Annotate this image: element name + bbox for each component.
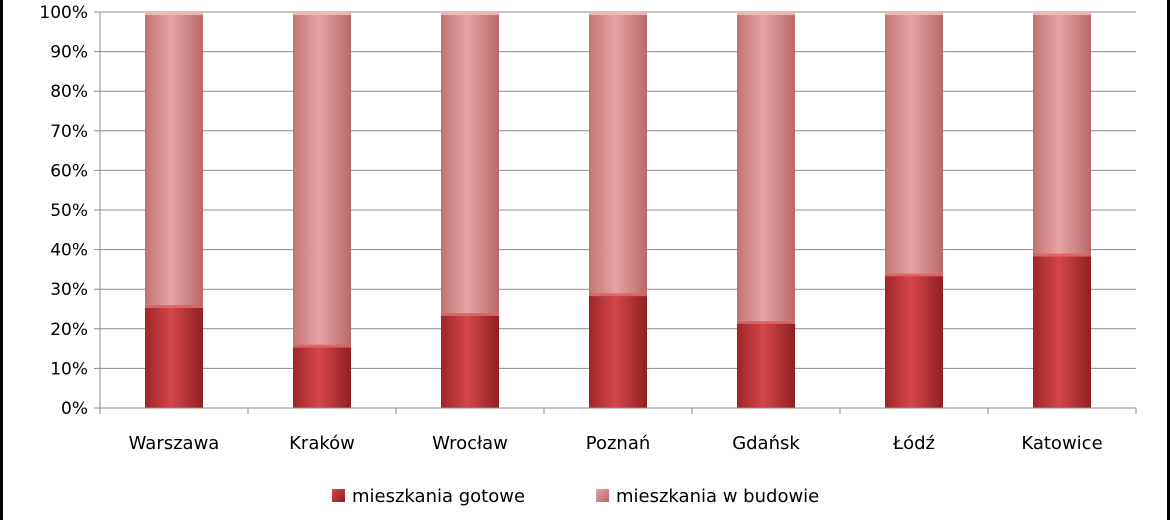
y-tick-label: 60% — [50, 161, 88, 181]
legend: mieszkania gotowe mieszkania w budowie — [332, 486, 819, 507]
bar-segment-gotowe — [885, 273, 943, 408]
bar-segment-gotowe — [145, 305, 203, 408]
bar-segment-edge — [1033, 12, 1091, 15]
bar-segment-gotowe — [441, 312, 499, 408]
bar-segment-edge — [589, 12, 647, 15]
bar-segment-edge — [145, 305, 203, 309]
y-tick-label: 100% — [39, 3, 88, 23]
legend-swatch — [596, 489, 609, 502]
bar-segment-edge — [589, 293, 647, 297]
bar-segment-edge — [293, 344, 351, 348]
x-category-label: Kraków — [289, 433, 355, 454]
bar-segment-w-budowie — [293, 12, 351, 345]
bar-segment-w-budowie — [441, 12, 499, 313]
legend-label: mieszkania w budowie — [616, 486, 819, 507]
y-tick-label: 50% — [50, 201, 88, 221]
bar-segment-edge — [293, 12, 351, 15]
y-tick-label: 40% — [50, 241, 88, 261]
bar-segment-edge — [737, 12, 795, 15]
bar-segment-w-budowie — [1033, 12, 1091, 254]
bar-segment-gotowe — [737, 320, 795, 408]
legend-label: mieszkania gotowe — [352, 486, 525, 507]
y-tick-label: 90% — [50, 43, 88, 63]
legend-swatch — [332, 489, 345, 502]
bar-segment-w-budowie — [737, 12, 795, 321]
bar-segment-edge — [145, 12, 203, 15]
bar-segment-edge — [441, 312, 499, 316]
bar-segment-gotowe — [293, 344, 351, 408]
bar-segment-w-budowie — [885, 12, 943, 274]
bar-segment-gotowe — [589, 293, 647, 408]
bar-segment-edge — [737, 320, 795, 324]
x-category-label: Łódź — [892, 433, 935, 454]
axes: 0% 10% 20% 30% 40% 50% 60% 70% 80% 90% 100% Warszaw… — [39, 3, 1137, 454]
y-tick-label: 0% — [61, 399, 88, 419]
x-category-label: Wrocław — [432, 433, 508, 454]
bar-segment-edge — [1033, 253, 1091, 257]
x-category-label: Katowice — [1021, 433, 1102, 454]
y-tick-label: 80% — [50, 82, 88, 102]
y-tick-label: 30% — [50, 280, 88, 300]
x-category-label: Poznań — [586, 433, 651, 454]
y-tick-label: 10% — [50, 359, 88, 379]
y-tick-label: 70% — [50, 122, 88, 142]
bars — [145, 12, 1091, 408]
bar-segment-edge — [441, 12, 499, 15]
chart-canvas: 0% 10% 20% 30% 40% 50% 60% 70% 80% 90% 100% Warszaw… — [39, 3, 1137, 507]
bar-segment-w-budowie — [145, 12, 203, 306]
bar-segment-edge — [885, 12, 943, 15]
bar-segment-edge — [885, 273, 943, 277]
x-category-label: Warszawa — [129, 433, 220, 454]
y-tick-label: 20% — [50, 320, 88, 340]
bar-segment-w-budowie — [589, 12, 647, 294]
bar-segment-gotowe — [1033, 253, 1091, 408]
x-category-label: Gdańsk — [732, 433, 800, 454]
